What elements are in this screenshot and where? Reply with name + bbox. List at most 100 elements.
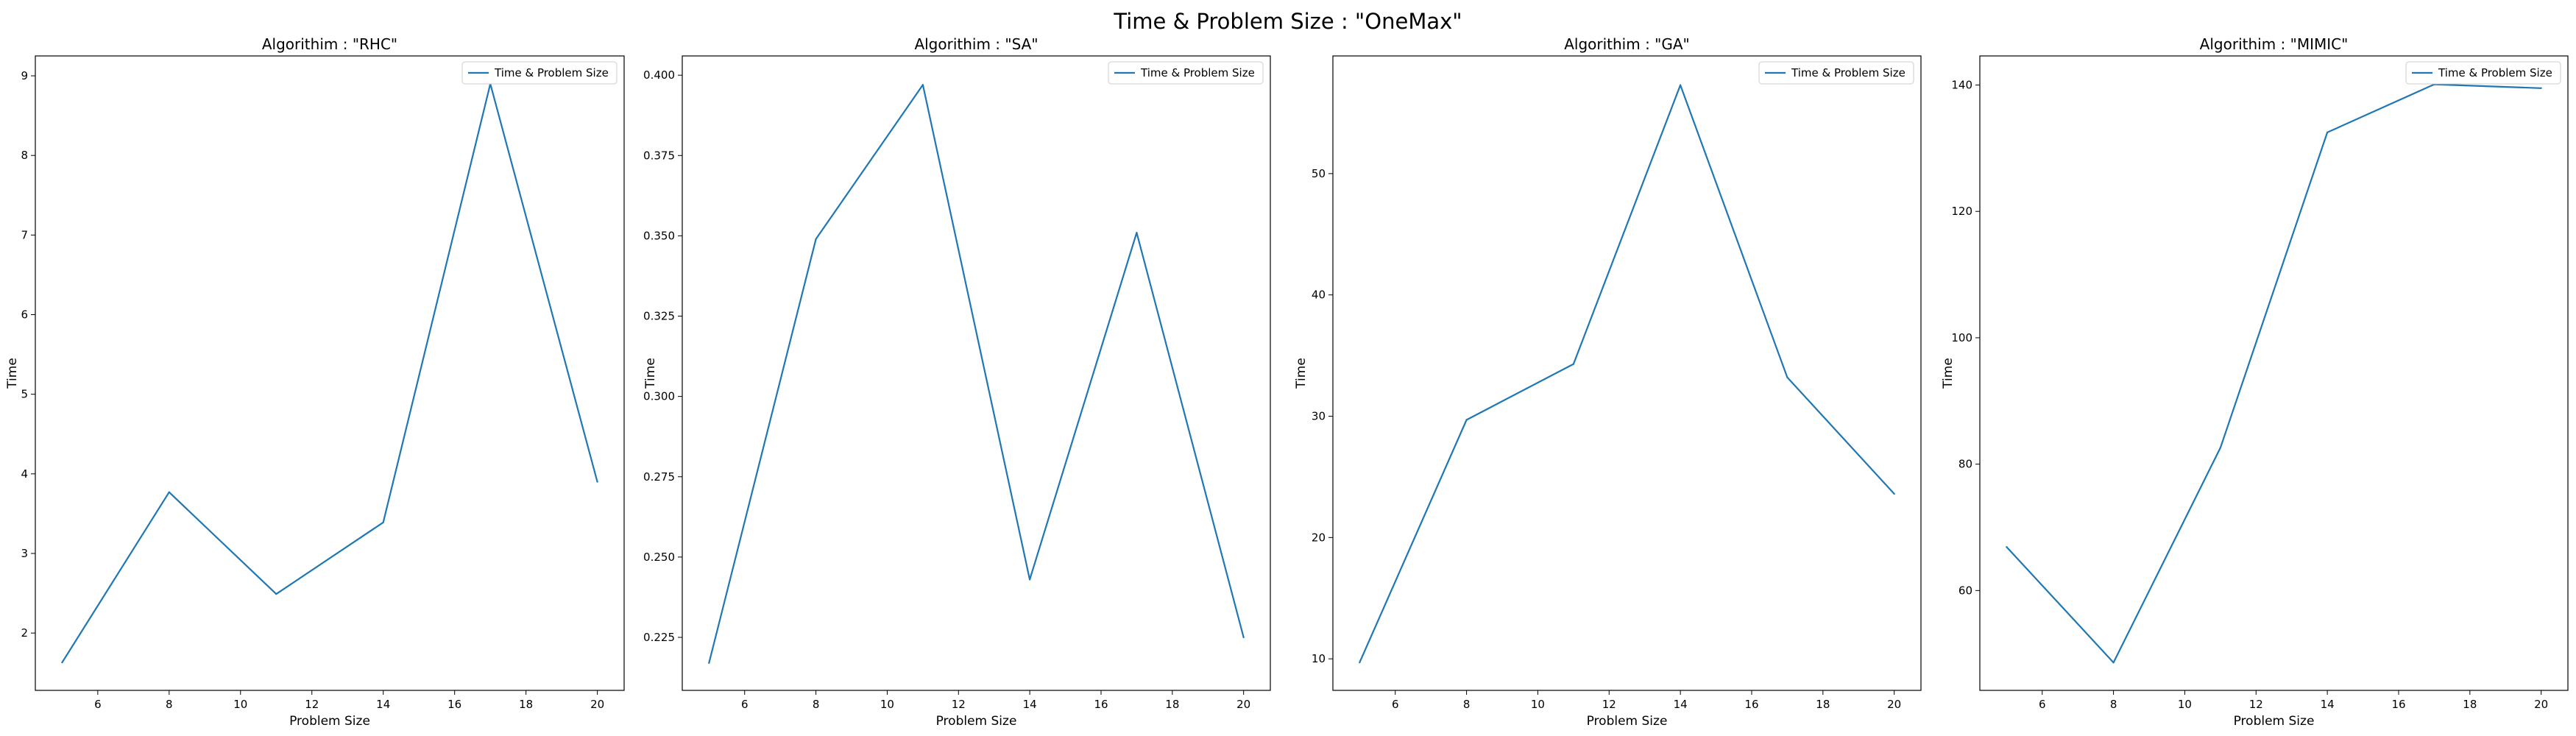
x-tick-label: 16 <box>2391 698 2405 711</box>
x-axis-label: Problem Size <box>1587 714 1668 729</box>
data-point <box>61 662 63 664</box>
y-tick-label: 40 <box>1312 289 1326 302</box>
x-tick-label: 20 <box>2534 698 2548 711</box>
subplot-title: Algorithim : "GA" <box>1564 35 1690 53</box>
y-tick-label: 3 <box>21 547 28 560</box>
data-point <box>815 238 817 240</box>
y-tick-label: 140 <box>1951 78 1972 91</box>
subplot-title: Algorithim : "SA" <box>914 35 1038 53</box>
data-point <box>596 481 598 483</box>
y-tick-label: 0.400 <box>643 68 675 82</box>
y-tick-label: 60 <box>1958 584 1972 597</box>
x-tick-label: 14 <box>376 698 390 711</box>
legend-box <box>461 61 618 85</box>
y-axis-label: Time <box>1294 358 1309 389</box>
x-tick-label: 14 <box>1674 698 1688 711</box>
x-tick-label: 10 <box>2178 698 2192 711</box>
data-point <box>2540 87 2542 89</box>
data-point <box>382 521 384 523</box>
x-tick-label: 10 <box>880 698 894 711</box>
y-tick-label: 0.325 <box>643 310 675 323</box>
series-line <box>1359 84 1895 663</box>
x-tick-label: 20 <box>1236 698 1250 711</box>
x-tick-label: 14 <box>2321 698 2335 711</box>
x-tick-label: 16 <box>1744 698 1758 711</box>
x-tick-label: 16 <box>447 698 461 711</box>
data-point <box>2112 662 2115 664</box>
data-point <box>2326 131 2329 133</box>
data-point <box>1136 231 1138 234</box>
y-tick-label: 0.350 <box>643 229 675 242</box>
y-tick-label: 10 <box>1312 652 1326 665</box>
data-point <box>1029 578 1031 581</box>
x-tick-label: 12 <box>305 698 319 711</box>
x-tick-label: 8 <box>1463 698 1471 711</box>
y-axis-label: Time <box>643 358 658 389</box>
x-tick-label: 6 <box>94 698 102 711</box>
legend-box <box>2405 61 2561 85</box>
axes-frame <box>1979 55 2569 691</box>
x-tick-label: 8 <box>813 698 820 711</box>
subplot-4: Algorithim : "MIMIC" 6 8 10 12 14 16 18 20 60 80 10… <box>1941 35 2569 729</box>
y-tick-label: 30 <box>1312 410 1326 423</box>
x-tick-label: 20 <box>1887 698 1901 711</box>
subplot-1: Algorithim : "RHC" 6 8 10 12 14 16 18 20 2 3 4 5 6 7 8 9… <box>5 35 625 729</box>
x-tick-label: 8 <box>2110 698 2117 711</box>
data-point <box>1465 419 1468 421</box>
legend-label: Time & Problem Size <box>494 66 609 79</box>
y-tick-label: 5 <box>21 388 28 401</box>
y-tick-label: 100 <box>1951 331 1972 344</box>
data-point <box>2219 447 2221 449</box>
legend-label: Time & Problem Size <box>1791 66 1906 79</box>
x-tick-label: 18 <box>1165 698 1179 711</box>
y-tick-label: 8 <box>21 149 28 162</box>
x-tick-label: 12 <box>1602 698 1616 711</box>
data-point <box>921 84 924 86</box>
y-tick-label: 6 <box>21 308 28 322</box>
y-tick-label: 120 <box>1951 205 1972 218</box>
y-tick-label: 80 <box>1958 458 1972 471</box>
y-tick-label: 4 <box>21 467 28 481</box>
data-point <box>275 593 277 595</box>
data-point <box>2006 546 2008 548</box>
x-tick-label: 6 <box>741 698 749 711</box>
x-axis-label: Problem Size <box>936 714 1017 729</box>
y-tick-label: 0.375 <box>643 149 675 162</box>
x-tick-label: 10 <box>233 698 247 711</box>
subplot-title: Algorithim : "MIMIC" <box>2200 35 2349 53</box>
data-point <box>708 662 710 665</box>
y-tick-label: 7 <box>21 228 28 241</box>
x-tick-label: 12 <box>952 698 966 711</box>
x-tick-label: 10 <box>1531 698 1545 711</box>
x-tick-label: 18 <box>519 698 533 711</box>
x-axis-label: Problem Size <box>289 714 370 729</box>
y-axis-label: Time <box>1941 358 1956 389</box>
subplot-title: Algorithim : "RHC" <box>262 35 397 53</box>
data-point <box>1893 492 1895 495</box>
legend-box <box>1108 61 1264 85</box>
y-tick-label: 50 <box>1312 167 1326 180</box>
subplot-3: Algorithim : "GA" 6 8 10 12 14 16 18 20 10 20 30 40 5… <box>1294 35 1922 729</box>
series-line <box>2006 83 2541 664</box>
data-point <box>1786 376 1788 378</box>
data-point <box>1572 363 1574 365</box>
x-tick-label: 14 <box>1023 698 1037 711</box>
axes-frame <box>682 55 1271 691</box>
y-tick-label: 0.250 <box>643 551 675 564</box>
x-tick-label: 12 <box>2249 698 2263 711</box>
x-axis-label: Problem Size <box>2234 714 2315 729</box>
axes-frame <box>35 55 625 691</box>
y-axis-label: Time <box>5 358 20 389</box>
y-tick-label: 0.275 <box>643 470 675 484</box>
x-tick-label: 6 <box>1392 698 1399 711</box>
axes-frame <box>1332 55 1922 691</box>
figure-title: Time & Problem Size : "OneMax" <box>1113 9 1462 34</box>
data-point <box>1680 84 1682 86</box>
y-tick-label: 0.300 <box>643 390 675 403</box>
x-tick-label: 18 <box>2463 698 2477 711</box>
x-tick-label: 8 <box>166 698 173 711</box>
y-tick-label: 20 <box>1312 531 1326 544</box>
y-tick-label: 2 <box>21 626 28 640</box>
